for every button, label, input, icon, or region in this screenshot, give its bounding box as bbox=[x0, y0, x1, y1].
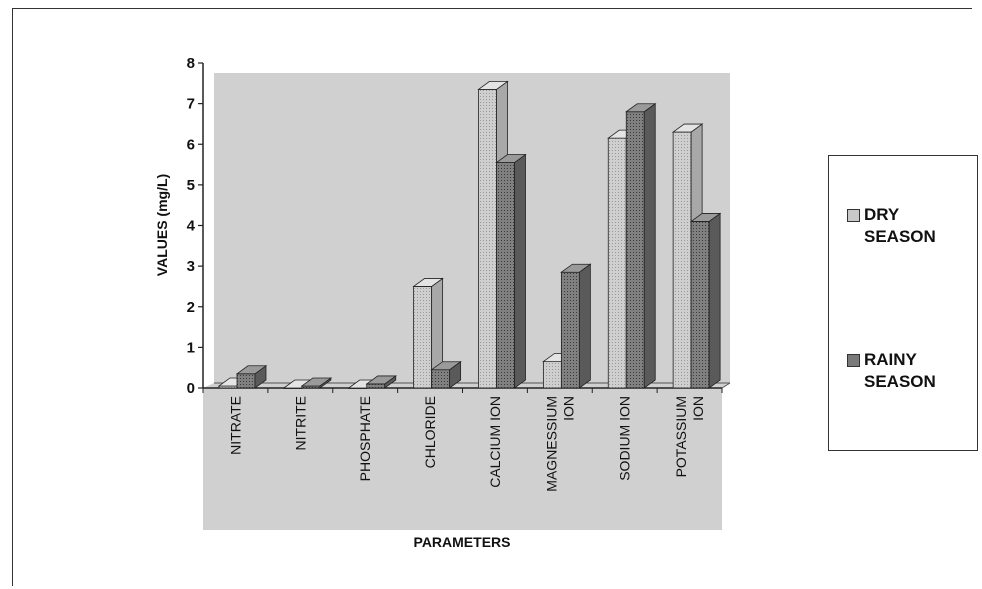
legend-item-rainy-season: RAINY SEASON bbox=[847, 349, 964, 393]
bar-sodium-ion-rainy-season bbox=[625, 102, 657, 389]
x-tick-label-line: CHLORIDE bbox=[422, 396, 438, 468]
x-tick-label-magnessium-ion: MAGNESSIUM ION bbox=[543, 396, 576, 492]
bar-potassium-ion-rainy-season bbox=[689, 212, 722, 389]
bar-phosphate-rainy-season bbox=[365, 375, 397, 389]
legend-label-line: SEASON bbox=[864, 372, 936, 391]
x-tick-label-line: SODIUM ION bbox=[617, 396, 633, 481]
bar-calcium-ion-rainy-season bbox=[495, 153, 527, 389]
legend-item-dry-season: DRY SEASON bbox=[847, 204, 964, 248]
legend-label-dry-season: DRY SEASON bbox=[864, 204, 964, 248]
bar-chloride-rainy-season bbox=[430, 360, 462, 389]
y-tick-label: 3 bbox=[187, 258, 195, 275]
y-tick-label: 8 bbox=[187, 55, 195, 72]
x-tick-label-line: ION bbox=[560, 396, 576, 421]
x-tick-label-phosphate: PHOSPHATE bbox=[357, 396, 373, 481]
chart-legend: DRY SEASON RAINY SEASON bbox=[828, 155, 978, 451]
x-tick-label-nitrite: NITRITE bbox=[292, 396, 308, 450]
x-tick-label-line: POTASSIUM bbox=[673, 396, 689, 477]
x-tick-label-sodium-ion: SODIUM ION bbox=[617, 396, 633, 481]
legend-swatch-dry-season bbox=[847, 209, 860, 222]
legend-label-rainy-season: RAINY SEASON bbox=[864, 349, 964, 393]
floor-right-edge bbox=[721, 382, 731, 389]
legend-label-line: DRY bbox=[864, 205, 900, 224]
y-tick-label: 7 bbox=[187, 96, 195, 113]
y-tick-label: 0 bbox=[187, 380, 195, 397]
legend-label-line: RAINY bbox=[864, 350, 917, 369]
x-tick-label-line: NITRITE bbox=[292, 396, 308, 450]
x-tick-label-line: ION bbox=[690, 396, 706, 421]
x-tick-label-line: NITRATE bbox=[227, 396, 243, 455]
y-tick-label: 4 bbox=[187, 218, 196, 235]
x-tick-label-calcium-ion: CALCIUM ION bbox=[487, 396, 503, 488]
legend-swatch-rainy-season bbox=[847, 354, 860, 367]
y-tick-label: 6 bbox=[187, 136, 195, 153]
x-tick-label-line: CALCIUM ION bbox=[487, 396, 503, 488]
y-tick-label: 5 bbox=[187, 177, 195, 194]
bar-nitrate-rainy-season bbox=[235, 364, 268, 389]
y-axis-title: VALUES (mg/L) bbox=[154, 174, 170, 276]
y-tick-label: 2 bbox=[187, 299, 195, 316]
x-tick-label-line: MAGNESSIUM bbox=[543, 396, 559, 492]
legend-label-line: SEASON bbox=[864, 227, 936, 246]
x-tick-label-nitrate: NITRATE bbox=[227, 396, 243, 455]
x-tick-label-potassium-ion: POTASSIUM ION bbox=[673, 396, 706, 477]
plot-wall bbox=[203, 73, 730, 530]
x-tick-label-chloride: CHLORIDE bbox=[422, 396, 438, 468]
bar-nitrite-rainy-season bbox=[300, 377, 333, 389]
y-tick-label: 1 bbox=[187, 339, 195, 356]
chart-frame bbox=[12, 8, 972, 586]
x-axis-title: PARAMETERS bbox=[414, 534, 511, 550]
bar-magnessium-ion-rainy-season bbox=[560, 263, 592, 389]
x-tick-label-line: PHOSPHATE bbox=[357, 396, 373, 481]
